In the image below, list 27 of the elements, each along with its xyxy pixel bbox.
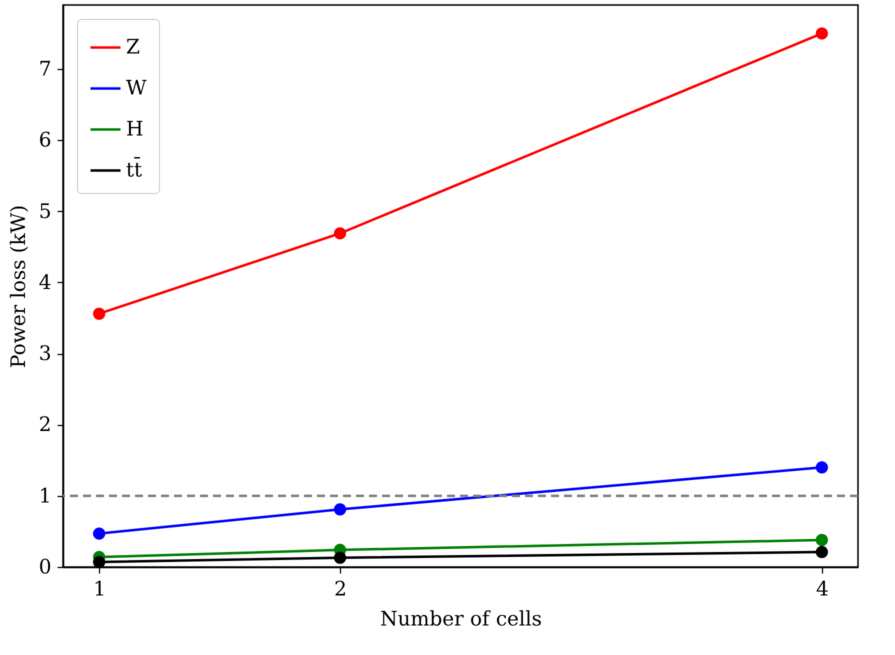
y-tick-label: 4 [38, 270, 52, 294]
legend-label: tt̄ [126, 157, 142, 182]
point [816, 27, 828, 40]
point [93, 527, 106, 540]
y-tick-label: 5 [38, 198, 52, 223]
point [334, 503, 346, 516]
point [334, 552, 346, 564]
x-tick-label: 1 [93, 576, 106, 600]
legend-label: Z [126, 34, 140, 58]
point [93, 308, 106, 320]
x-axis-title: Number of cells [380, 606, 542, 630]
y-axis-title: Power loss (kW) [6, 204, 30, 368]
x-tick-label: 2 [334, 576, 347, 600]
point [816, 534, 828, 546]
y-tick-label: 1 [38, 483, 52, 508]
legend-label: H [126, 116, 144, 140]
y-tick-label: 6 [38, 128, 52, 152]
y-tick-label: 0 [38, 554, 52, 578]
point [816, 546, 828, 558]
y-tick-label: 2 [38, 412, 52, 436]
point [816, 461, 828, 474]
legend-label: W [126, 76, 147, 100]
x-tick-label: 4 [816, 576, 829, 600]
point [334, 227, 346, 240]
point [93, 556, 106, 568]
y-tick-label: 7 [38, 56, 52, 81]
y-tick-label: 3 [38, 341, 52, 366]
